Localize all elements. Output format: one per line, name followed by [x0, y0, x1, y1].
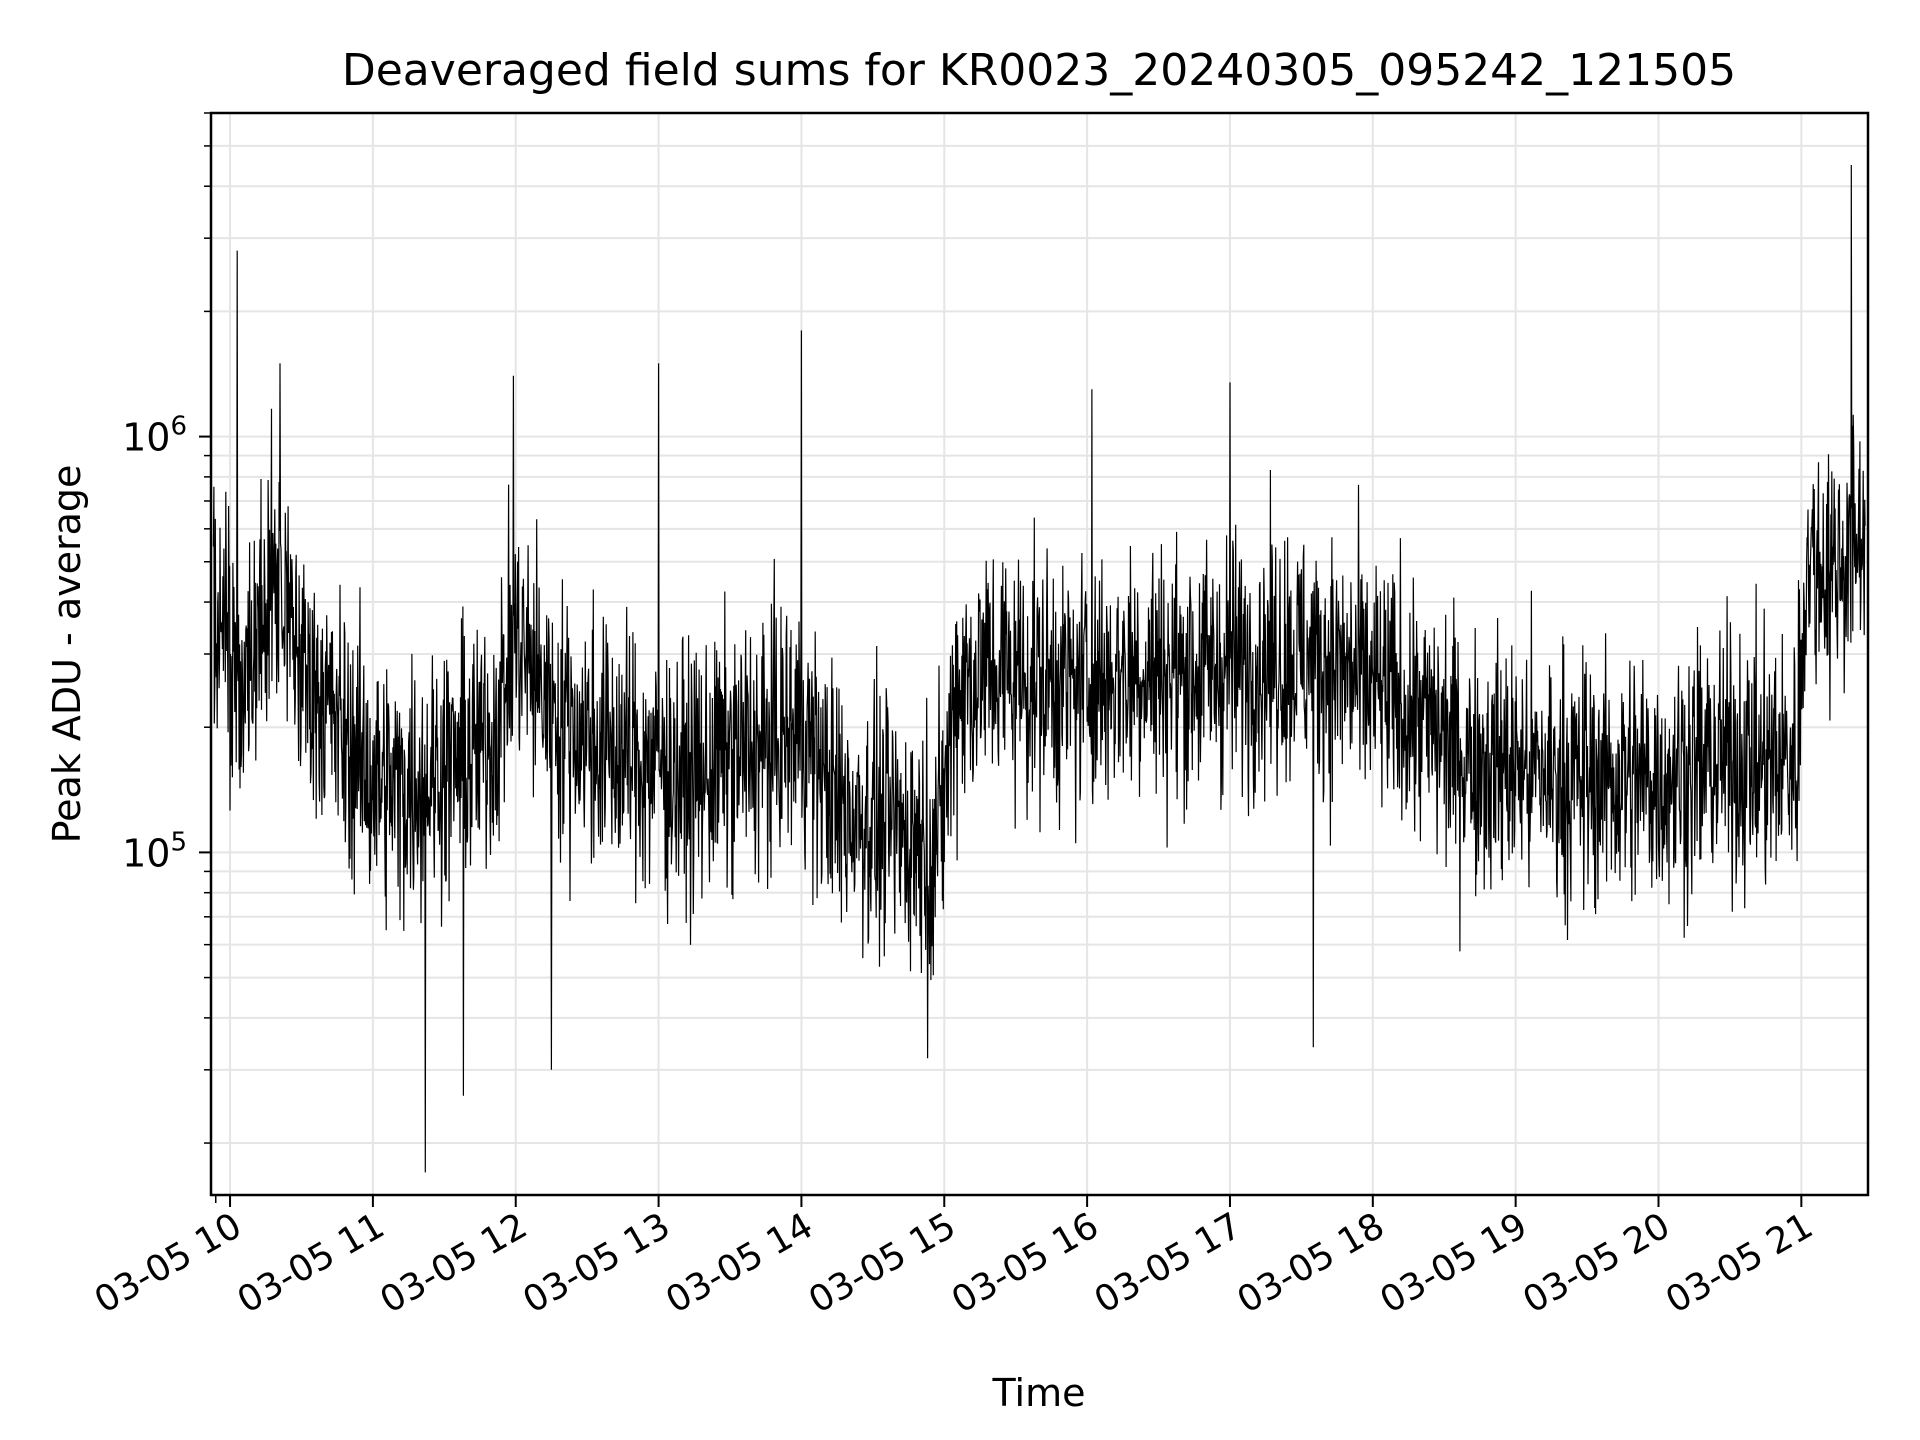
x-axis-label: Time	[992, 1371, 1086, 1415]
y-tick-label: 106	[122, 412, 187, 460]
data-series	[212, 164, 1866, 1173]
y-tick-label: 105	[122, 827, 187, 875]
series-line	[212, 164, 1866, 1173]
chart-title: Deaveraged field sums for KR0023_2024030…	[342, 45, 1736, 96]
y-axis-label: Peak ADU - average	[45, 465, 89, 844]
